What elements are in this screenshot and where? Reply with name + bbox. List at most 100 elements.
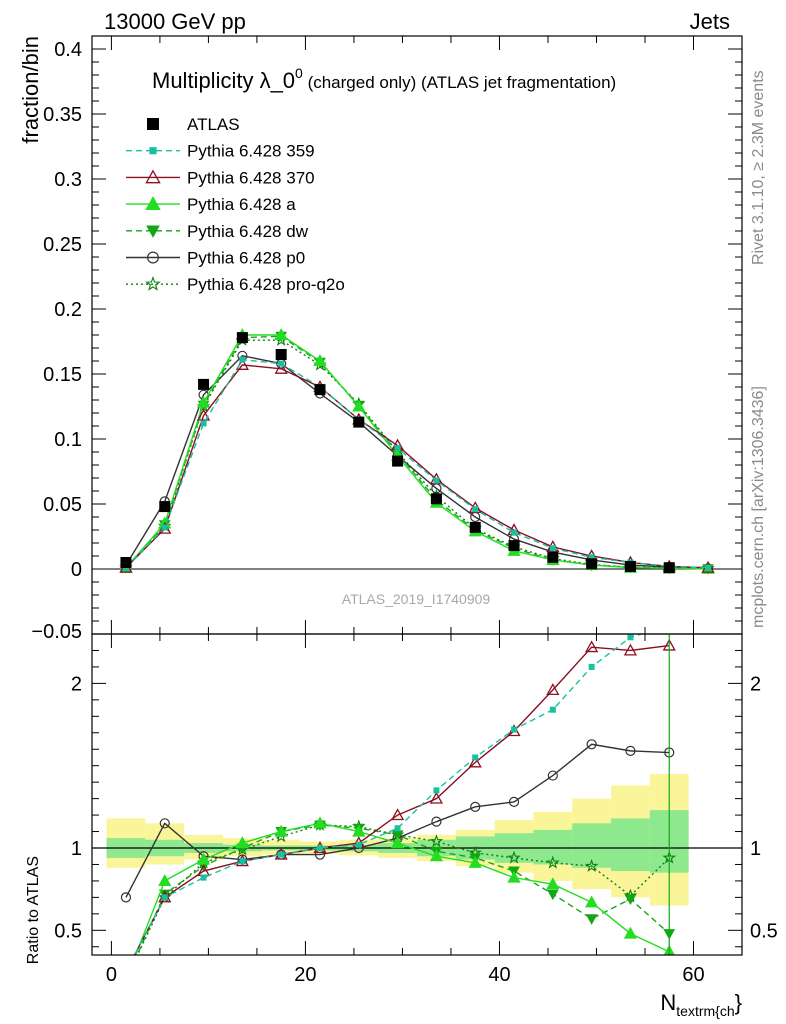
ratio-data-point — [623, 926, 638, 939]
main-series-line — [125, 364, 709, 569]
ratio-data-point — [546, 877, 560, 890]
main-data-point — [198, 378, 210, 390]
legend-marker — [146, 225, 160, 238]
main-data-point — [469, 521, 481, 533]
main-series-line — [125, 334, 709, 570]
ratio-data-point — [627, 634, 634, 641]
main-data-point — [352, 399, 366, 412]
ratio-data-point — [507, 850, 521, 864]
ratio-xlabel: Ntextrm{ch} — [660, 990, 742, 1019]
legend-entry: Pythia 6.428 359 — [126, 142, 315, 161]
main-data-point — [663, 562, 675, 574]
header-jets-label: Jets — [690, 9, 730, 34]
ratio-data-point — [546, 889, 559, 901]
ratio-data-point — [429, 849, 444, 862]
title-sup: 0 — [295, 65, 303, 81]
main-data-point — [196, 395, 211, 408]
main-ytick-label: 0.05 — [43, 494, 82, 516]
ratio-xtick-label: 0 — [106, 964, 117, 986]
legend-entry: ATLAS — [147, 115, 240, 134]
ratio-data-point — [468, 855, 482, 868]
main-data-point — [313, 354, 327, 367]
ratio-data-point — [625, 745, 636, 756]
main-data-point — [549, 545, 556, 552]
main-data-point — [314, 384, 326, 396]
ratio-data-point — [235, 836, 249, 849]
ratio-data-point — [468, 755, 482, 768]
ratio-ytick-label-right: 1 — [750, 838, 761, 860]
ratio-data-point — [588, 663, 595, 670]
legend-marker — [147, 118, 159, 130]
ratio-data-point — [394, 825, 401, 832]
main-data-point — [586, 558, 598, 570]
main-data-point — [705, 564, 712, 571]
main-data-point — [511, 529, 518, 536]
main-ytick-label: 0.4 — [54, 39, 82, 61]
main-plot-panel: 0 0.05 0.1 0.15 0.2 0.25 0.3 0.35 0.4 −0.05 ATLAS P… — [31, 35, 743, 643]
xlabel-brace: } — [735, 990, 742, 1015]
ratio-data-point — [584, 858, 599, 872]
ratio-ytick-label: 2 — [71, 673, 82, 695]
legend-label: Pythia 6.428 p0 — [187, 249, 305, 268]
main-data-point — [278, 360, 285, 367]
ratio-plot-panel: 0.5 0.51 12 20 20 40 60 — [54, 633, 778, 986]
main-data-point — [274, 328, 288, 341]
legend-entry: Pythia 6.428 a — [126, 195, 296, 214]
ratio-data-point — [623, 643, 638, 656]
legend-label: Pythia 6.428 dw — [187, 222, 309, 241]
ratio-data-point — [390, 836, 405, 849]
legend-marker — [145, 169, 161, 184]
legend-label: Pythia 6.428 a — [187, 195, 296, 214]
rivet-version-label: Rivet 3.1.10, ≥ 2.3M events — [750, 70, 767, 265]
main-ytick-label: 0.15 — [43, 364, 82, 386]
legend-label: ATLAS — [187, 115, 240, 134]
main-data-point — [235, 358, 249, 370]
ratio-data-point — [390, 808, 405, 821]
main-data-point — [275, 349, 287, 360]
ratio-xtick-label: 40 — [488, 964, 510, 986]
xlabel-sub: textrm{ch — [676, 1003, 734, 1019]
main-series-pythia-6-428-dw — [120, 331, 714, 575]
main-data-point — [624, 560, 636, 572]
legend-label: Pythia 6.428 359 — [187, 142, 315, 161]
main-data-point — [394, 445, 401, 452]
ratio-data-point — [352, 824, 366, 837]
main-data-point — [353, 416, 365, 428]
ratio-series-group — [120, 634, 677, 955]
main-data-point — [472, 506, 479, 513]
legend-marker — [145, 275, 161, 291]
ratio-data-point — [120, 892, 132, 903]
ratio-data-point — [196, 852, 211, 865]
ratio-ytick-label-right: 2 — [750, 673, 761, 695]
ratio-ylabel: Ratio to ATLAS — [25, 856, 42, 964]
ratio-series-pythia-6-428-359 — [133, 634, 644, 955]
ratio-data-point — [507, 870, 521, 883]
legend-marker — [147, 251, 160, 264]
main-data-point — [433, 477, 440, 484]
title-rest: (charged only) (ATLAS jet fragmentation) — [303, 73, 616, 92]
ratio-series-pythia-6-428-a — [134, 816, 675, 955]
main-series-line — [125, 358, 709, 569]
main-data-point — [239, 356, 246, 363]
main-ytick-label: 0.1 — [54, 429, 82, 451]
main-ytick-label: 0.3 — [54, 169, 82, 191]
main-data-point — [392, 455, 404, 467]
ratio-ytick-label-right: 0.5 — [750, 920, 778, 942]
ratio-data-point — [511, 726, 518, 733]
legend-marker — [149, 147, 157, 155]
main-series-atlas — [120, 332, 675, 574]
ratio-data-point — [159, 818, 170, 829]
main-data-point — [196, 408, 211, 421]
main-data-point — [588, 554, 595, 561]
xlabel-main: N — [660, 990, 676, 1015]
ratio-data-point — [433, 787, 440, 794]
main-ytick-label: 0.2 — [54, 299, 82, 321]
mcplots-reference-label: mcplots.cern.ch [arXiv:1306.3436] — [750, 386, 767, 628]
ratio-xtick-label: 60 — [682, 964, 704, 986]
main-data-point — [508, 540, 520, 552]
ratio-series-line — [136, 824, 670, 955]
main-data-point — [200, 420, 207, 427]
main-data-point — [430, 493, 442, 505]
ratio-data-point — [549, 706, 556, 713]
